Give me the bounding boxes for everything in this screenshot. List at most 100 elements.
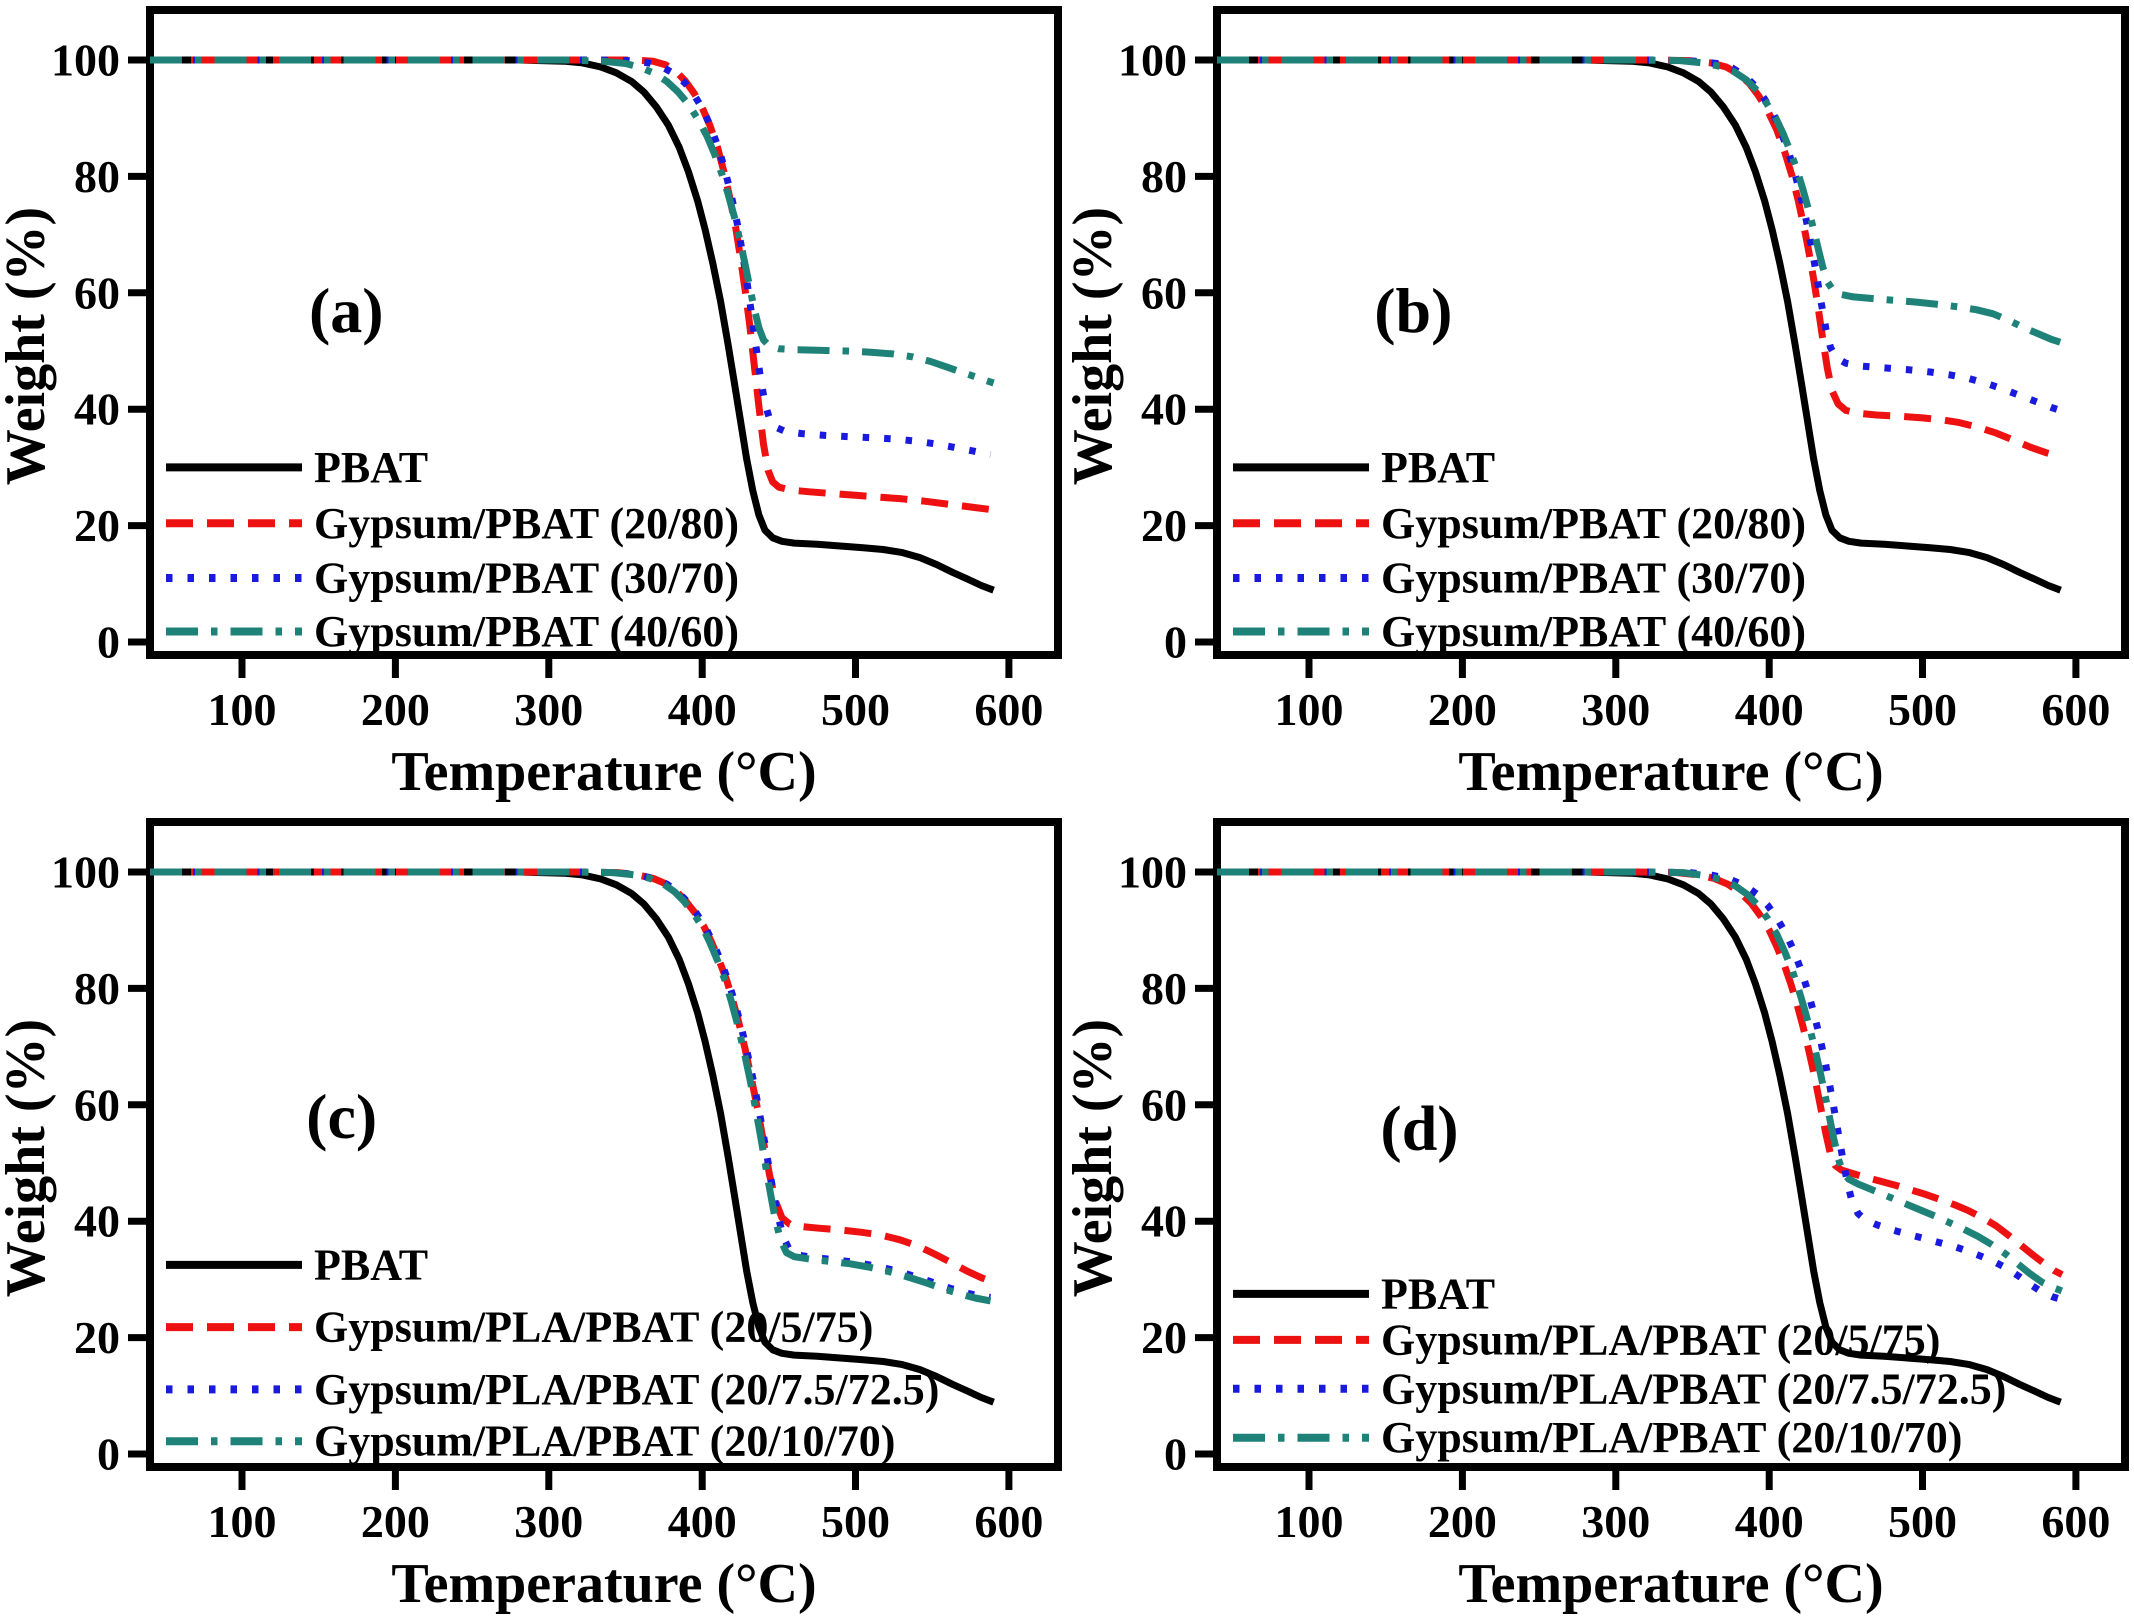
series-line [1217, 868, 2064, 1278]
chart-svg: 0 20 40 60 80 100 100 200 300 400 500 600 Temperatur… [1067, 6, 2129, 803]
legend-label: Gypsum/PLA/PBAT (20/7.5/72.5) [1381, 1364, 2006, 1413]
x-tick-label: 200 [361, 1496, 430, 1547]
y-tick-label: 20 [1141, 1312, 1187, 1363]
x-tick-label: 300 [1581, 684, 1650, 735]
y-tick-label: 20 [74, 1312, 120, 1363]
legend-label: Gypsum/PBAT (20/80) [314, 499, 739, 548]
y-tick-label: 100 [51, 847, 120, 898]
x-tick-label: 400 [1735, 1496, 1804, 1547]
x-tick-label: 200 [1428, 684, 1497, 735]
panel-letter: (b) [1374, 275, 1452, 346]
legend-item: PBAT [1233, 1269, 1495, 1318]
y-tick-label: 40 [1141, 384, 1187, 435]
y-tick-label: 80 [1141, 151, 1187, 202]
panel-b-chart: 0 20 40 60 80 100 100 200 300 400 500 600 Temperatur… [1067, 0, 2134, 812]
series-line [1217, 868, 2062, 1406]
legend-item: PBAT [166, 1240, 428, 1289]
legend-label: Gypsum/PBAT (40/60) [1381, 607, 1806, 656]
series-line [1217, 56, 2060, 460]
y-tick-label: 40 [1141, 1196, 1187, 1247]
legend-item: Gypsum/PBAT (30/70) [1233, 554, 1806, 603]
y-axis-label: Weight (%) [0, 1019, 57, 1297]
y-axis-label: Weight (%) [1067, 207, 1124, 485]
y-axis-label: Weight (%) [1067, 1019, 1124, 1297]
x-tick-label: 300 [514, 1496, 583, 1547]
series-line [150, 56, 995, 594]
y-tick-label: 40 [74, 1196, 120, 1247]
series-line [150, 868, 991, 1301]
legend-label: Gypsum/PBAT (30/70) [1381, 554, 1806, 603]
y-tick-label: 60 [1141, 1079, 1187, 1130]
x-tick-label: 100 [208, 1496, 277, 1547]
series-line [1217, 56, 2062, 346]
panel-letter: (a) [309, 275, 384, 346]
x-tick-label: 100 [208, 684, 277, 735]
panel-letter: (d) [1380, 1093, 1458, 1164]
y-tick-label: 80 [1141, 963, 1187, 1014]
x-tick-label: 400 [1735, 684, 1804, 735]
x-tick-label: 100 [1275, 1496, 1344, 1547]
y-tick-label: 60 [74, 267, 120, 318]
x-axis-label: Temperature (°C) [1458, 1553, 1883, 1615]
x-tick-label: 600 [974, 684, 1043, 735]
axis-frame [146, 6, 1062, 659]
y-tick-label: 0 [97, 617, 120, 668]
series-line [150, 56, 992, 459]
legend-item: Gypsum/PBAT (20/80) [1233, 499, 1806, 548]
y-tick-label: 80 [74, 151, 120, 202]
series-line [150, 56, 995, 387]
x-tick-label: 600 [2041, 684, 2110, 735]
legend-label: Gypsum/PBAT (30/70) [314, 554, 739, 603]
chart-svg: 0 20 40 60 80 100 100 200 300 400 500 600 Temperatur… [1067, 818, 2129, 1615]
y-tick-label: 0 [97, 1429, 120, 1480]
x-tick-label: 500 [821, 1496, 890, 1547]
x-tick-label: 600 [2041, 1496, 2110, 1547]
x-axis-label: Temperature (°C) [391, 741, 816, 803]
y-tick-label: 80 [74, 963, 120, 1014]
legend-item: Gypsum/PBAT (40/60) [1233, 607, 1806, 656]
legend-label: Gypsum/PLA/PBAT (20/10/70) [314, 1417, 895, 1466]
y-tick-label: 100 [51, 35, 120, 86]
series-line [1217, 56, 2062, 594]
y-tick-label: 0 [1164, 1429, 1187, 1480]
x-axis-label: Temperature (°C) [391, 1553, 816, 1615]
y-tick-label: 0 [1164, 617, 1187, 668]
y-tick-label: 20 [1141, 500, 1187, 551]
legend-item: Gypsum/PLA/PBAT (20/5/75) [166, 1303, 873, 1352]
x-tick-label: 500 [821, 684, 890, 735]
x-tick-label: 600 [974, 1496, 1043, 1547]
legend-item: Gypsum/PLA/PBAT (20/7.5/72.5) [166, 1365, 939, 1414]
panel-letter: (c) [306, 1081, 377, 1152]
legend-label: Gypsum/PLA/PBAT (20/10/70) [1381, 1413, 1962, 1462]
series-line [1217, 56, 2062, 414]
legend-item: Gypsum/PLA/PBAT (20/5/75) [1233, 1315, 1940, 1364]
y-tick-label: 100 [1118, 847, 1187, 898]
y-axis-label: Weight (%) [0, 207, 57, 485]
x-axis-label: Temperature (°C) [1458, 741, 1883, 803]
series-line [150, 868, 995, 1406]
x-tick-label: 300 [514, 684, 583, 735]
y-tick-label: 60 [1141, 267, 1187, 318]
legend-item: PBAT [166, 443, 428, 492]
y-tick-label: 100 [1118, 35, 1187, 86]
x-tick-label: 200 [1428, 1496, 1497, 1547]
series-line [150, 868, 995, 1286]
y-tick-label: 20 [74, 500, 120, 551]
series-line [1217, 868, 2062, 1303]
legend-item: Gypsum/PBAT (40/60) [166, 607, 739, 656]
legend-label: PBAT [314, 1240, 428, 1289]
panel-c-chart: 0 20 40 60 80 100 100 200 300 400 500 600 Temperatur… [0, 812, 1067, 1624]
series-line [150, 56, 995, 514]
legend-item: PBAT [1233, 443, 1495, 492]
y-tick-label: 60 [74, 1079, 120, 1130]
axis-frame [146, 818, 1062, 1471]
legend-label: PBAT [1381, 1269, 1495, 1318]
legend-label: Gypsum/PLA/PBAT (20/5/75) [314, 1303, 873, 1352]
legend-item: Gypsum/PBAT (30/70) [166, 554, 739, 603]
axis-frame [1213, 818, 2129, 1471]
chart-svg: 0 20 40 60 80 100 100 200 300 400 500 600 Temperatur… [0, 818, 1062, 1615]
series-line [1217, 868, 2064, 1295]
panel-a-chart: 0 20 40 60 80 100 100 200 300 400 500 600 Temperatur… [0, 0, 1067, 812]
x-tick-label: 500 [1888, 684, 1957, 735]
